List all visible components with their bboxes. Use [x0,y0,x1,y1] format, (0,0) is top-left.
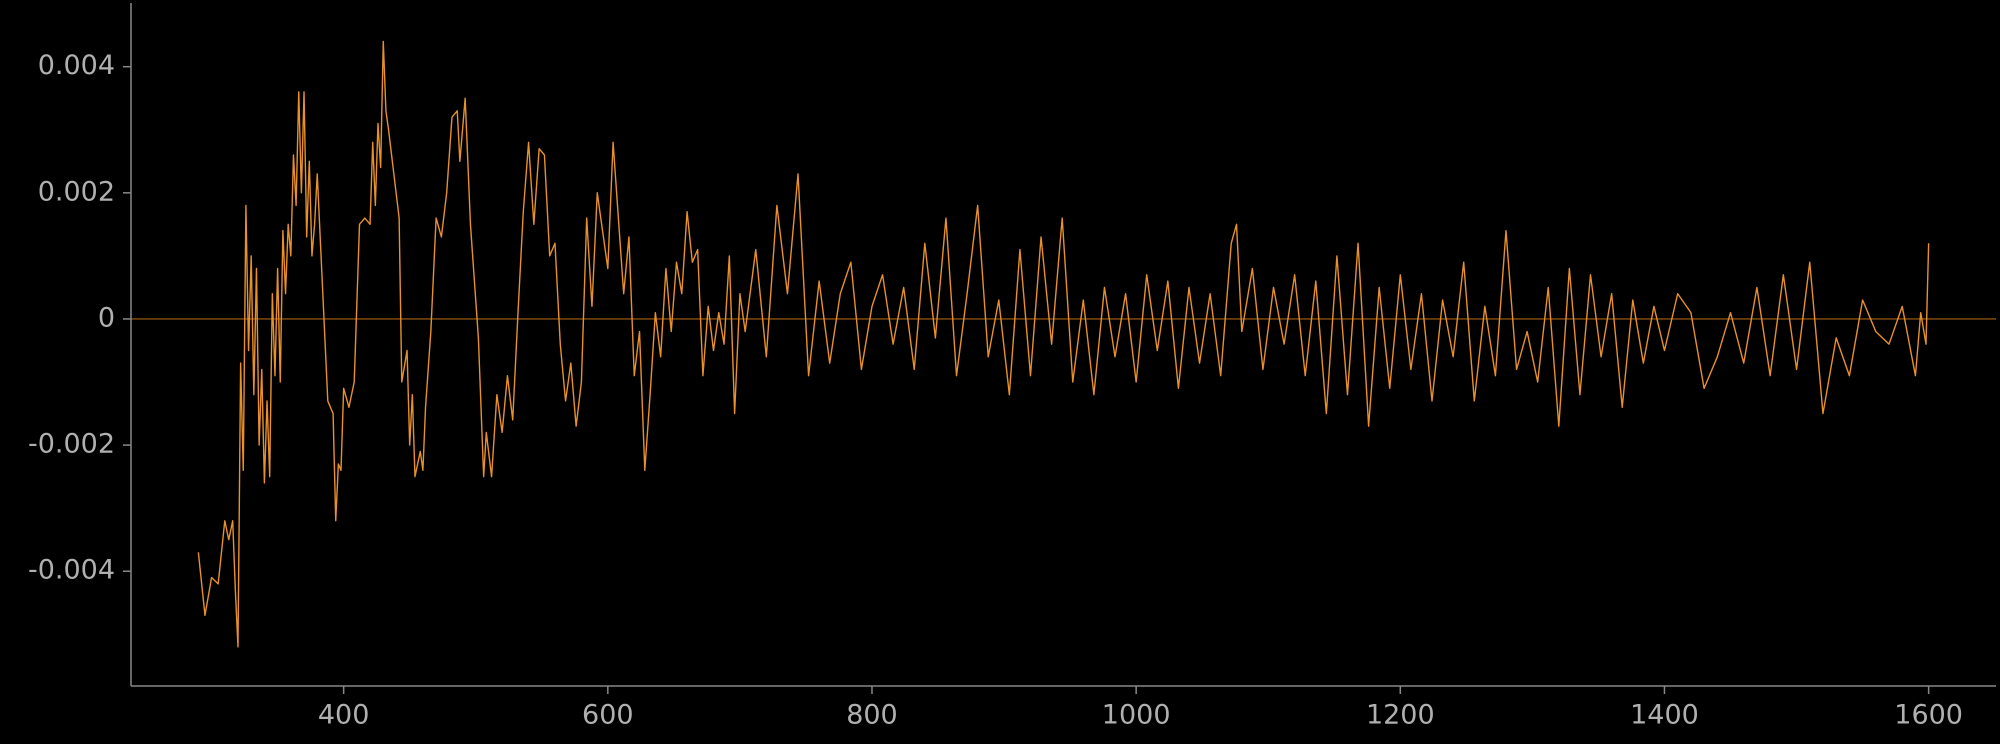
y-tick-label: -0.002 [28,429,115,460]
x-tick-label: 1400 [1630,700,1699,731]
y-tick-label: -0.004 [28,555,115,586]
x-tick-label: 800 [846,700,898,731]
x-tick-label: 400 [318,700,370,731]
y-tick-label: 0 [98,302,115,333]
x-tick-label: 600 [582,700,634,731]
x-tick-label: 1200 [1366,700,1435,731]
data-line [197,40,1930,648]
y-tick-label: 0.002 [38,176,115,207]
x-tick-label: 1600 [1894,700,1963,731]
y-tick-label: 0.004 [38,50,115,81]
x-tick-label: 1000 [1102,700,1171,731]
